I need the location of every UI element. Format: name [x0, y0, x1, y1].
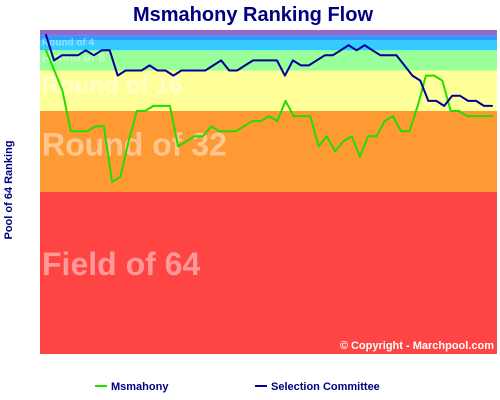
band-label-round-of-16: Round of 16	[42, 72, 182, 99]
series-line-msmahony	[45, 49, 493, 183]
band-field-of-64	[40, 192, 497, 354]
y-axis-label: Pool of 64 Ranking	[3, 140, 15, 239]
series-line-selection-committee	[45, 34, 493, 107]
legend-label-msmahony: Msmahony	[111, 381, 169, 393]
band-label-layer: Field of 64 Round of 32 Round of 16 Round o…	[42, 38, 227, 283]
series-layer	[45, 34, 493, 183]
band-layer	[40, 30, 497, 354]
band-top-5	[40, 35, 497, 41]
band-round-of-4	[40, 40, 497, 51]
legend: Msmahony Selection Committee	[95, 381, 380, 393]
band-label-field-of-64: Field of 64	[42, 246, 200, 282]
band-label-round-of-32: Round of 32	[42, 127, 227, 163]
copyright-text: © Copyright - Marchpool.com	[340, 340, 494, 352]
chart-title: Msmahony Ranking Flow	[133, 4, 373, 26]
legend-label-selection-committee: Selection Committee	[271, 381, 380, 393]
band-top-6	[40, 30, 497, 36]
band-label-round-of-4: Round of 4	[42, 38, 95, 49]
